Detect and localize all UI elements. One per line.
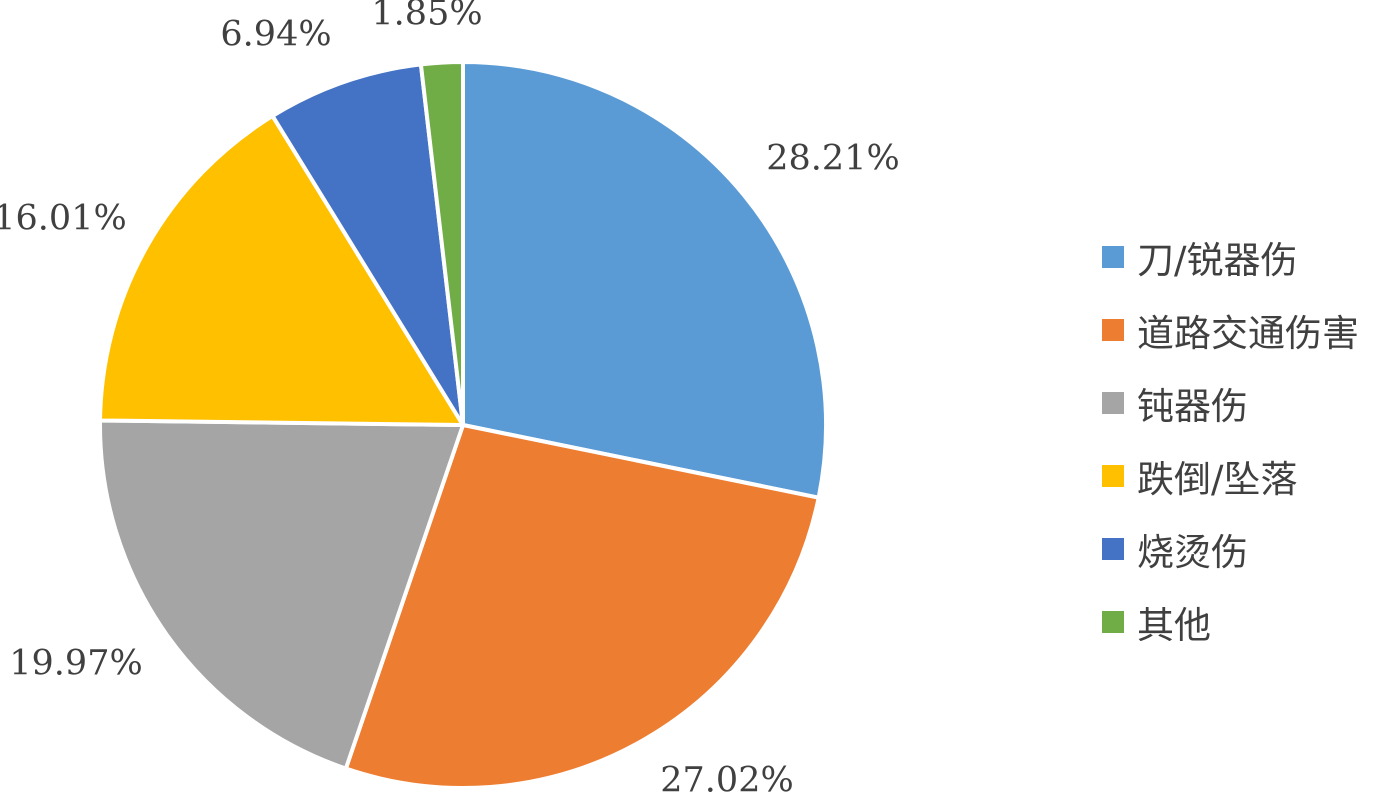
pie-slice-3 — [98, 418, 465, 771]
legend-label: 道路交通伤害 — [1137, 311, 1359, 355]
legend-item-2: 道路交通伤害 — [1102, 293, 1359, 366]
pie-slice-6 — [418, 60, 465, 427]
data-label-5: 6.94% — [220, 15, 331, 55]
legend-item-1: 刀/锐器伤 — [1102, 220, 1359, 293]
legend-item-4: 跌倒/坠落 — [1102, 439, 1359, 512]
legend-swatch — [1102, 318, 1124, 341]
legend-swatch — [1102, 537, 1124, 560]
pie-slice-1 — [461, 60, 828, 500]
legend-swatch — [1102, 245, 1124, 268]
data-label-6: 1.85% — [371, 0, 482, 34]
data-label-3: 19.97% — [9, 644, 142, 684]
data-label-1: 28.21% — [766, 139, 899, 179]
legend-label: 跌倒/坠落 — [1137, 457, 1298, 501]
legend-item-5: 烧烫伤 — [1102, 512, 1359, 585]
data-label-2: 27.02% — [660, 761, 793, 800]
legend-swatch — [1102, 464, 1124, 487]
data-label-4: 16.01% — [0, 199, 127, 239]
legend-label: 其他 — [1137, 603, 1211, 647]
legend-label: 钝器伤 — [1137, 384, 1248, 428]
legend-item-6: 其他 — [1102, 585, 1359, 658]
legend-label: 烧烫伤 — [1137, 530, 1248, 574]
legend-swatch — [1102, 391, 1124, 414]
legend-item-3: 钝器伤 — [1102, 366, 1359, 439]
pie-slice-4 — [98, 113, 465, 427]
legend-label: 刀/锐器伤 — [1137, 238, 1298, 282]
pie-slice-5 — [270, 62, 465, 427]
legend-swatch — [1102, 610, 1124, 633]
legend: 刀/锐器伤道路交通伤害 钝器伤跌倒/坠落烧烫伤其他 — [1102, 220, 1359, 658]
pie-slice-2 — [343, 423, 821, 790]
